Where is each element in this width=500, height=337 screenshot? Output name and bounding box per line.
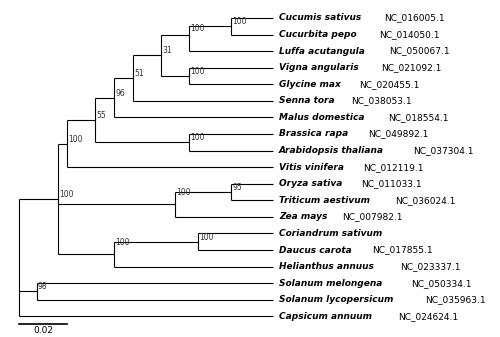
Text: Coriandrum sativum: Coriandrum sativum bbox=[279, 229, 382, 238]
Text: NC_014050.1: NC_014050.1 bbox=[378, 30, 439, 39]
Text: Daucus carota: Daucus carota bbox=[279, 246, 351, 254]
Text: Vigna angularis: Vigna angularis bbox=[279, 63, 358, 72]
Text: Helianthus annuus: Helianthus annuus bbox=[279, 262, 374, 271]
Text: NC_049892.1: NC_049892.1 bbox=[368, 129, 428, 139]
Text: NC_024624.1: NC_024624.1 bbox=[398, 312, 458, 321]
Text: NC_011033.1: NC_011033.1 bbox=[361, 179, 422, 188]
Text: 0.02: 0.02 bbox=[33, 326, 53, 335]
Text: Brassica rapa: Brassica rapa bbox=[279, 129, 348, 139]
Text: 31: 31 bbox=[162, 46, 172, 55]
Text: NC_050334.1: NC_050334.1 bbox=[411, 279, 472, 288]
Text: 100: 100 bbox=[59, 190, 74, 199]
Text: Senna tora: Senna tora bbox=[279, 96, 334, 105]
Text: 100: 100 bbox=[232, 17, 247, 26]
Text: 98: 98 bbox=[38, 282, 48, 292]
Text: 55: 55 bbox=[96, 111, 106, 120]
Text: NC_021092.1: NC_021092.1 bbox=[382, 63, 442, 72]
Text: NC_017855.1: NC_017855.1 bbox=[372, 246, 433, 254]
Text: NC_050067.1: NC_050067.1 bbox=[389, 47, 450, 56]
Text: Cucumis sativus: Cucumis sativus bbox=[279, 13, 361, 23]
Text: Cucurbita pepo: Cucurbita pepo bbox=[279, 30, 356, 39]
Text: 100: 100 bbox=[190, 133, 204, 142]
Text: 100: 100 bbox=[200, 233, 214, 242]
Text: 100: 100 bbox=[190, 67, 204, 76]
Text: 95: 95 bbox=[232, 183, 242, 192]
Text: NC_012119.1: NC_012119.1 bbox=[363, 163, 424, 172]
Text: Vitis vinifera: Vitis vinifera bbox=[279, 163, 344, 172]
Text: NC_038053.1: NC_038053.1 bbox=[351, 96, 412, 105]
Text: Luffa acutangula: Luffa acutangula bbox=[279, 47, 364, 56]
Text: NC_020455.1: NC_020455.1 bbox=[359, 80, 419, 89]
Text: Zea mays: Zea mays bbox=[279, 212, 327, 221]
Text: 51: 51 bbox=[134, 69, 143, 78]
Text: NC_023337.1: NC_023337.1 bbox=[400, 262, 461, 271]
Text: NC_036024.1: NC_036024.1 bbox=[396, 196, 456, 205]
Text: Arabidopsis thaliana: Arabidopsis thaliana bbox=[279, 146, 384, 155]
Text: Capsicum annuum: Capsicum annuum bbox=[279, 312, 372, 321]
Text: 100: 100 bbox=[68, 134, 83, 144]
Text: Solanum lycopersicum: Solanum lycopersicum bbox=[279, 295, 393, 304]
Text: Solanum melongena: Solanum melongena bbox=[279, 279, 382, 288]
Text: NC_016005.1: NC_016005.1 bbox=[384, 13, 445, 23]
Text: Malus domestica: Malus domestica bbox=[279, 113, 364, 122]
Text: Triticum aestivum: Triticum aestivum bbox=[279, 196, 370, 205]
Text: NC_007982.1: NC_007982.1 bbox=[342, 212, 402, 221]
Text: 100: 100 bbox=[115, 238, 130, 247]
Text: NC_018554.1: NC_018554.1 bbox=[388, 113, 449, 122]
Text: Glycine max: Glycine max bbox=[279, 80, 340, 89]
Text: NC_037304.1: NC_037304.1 bbox=[413, 146, 474, 155]
Text: Oryza sativa: Oryza sativa bbox=[279, 179, 342, 188]
Text: 96: 96 bbox=[115, 89, 125, 98]
Text: 100: 100 bbox=[190, 24, 204, 33]
Text: 100: 100 bbox=[176, 188, 190, 197]
Text: NC_035963.1: NC_035963.1 bbox=[425, 295, 486, 304]
